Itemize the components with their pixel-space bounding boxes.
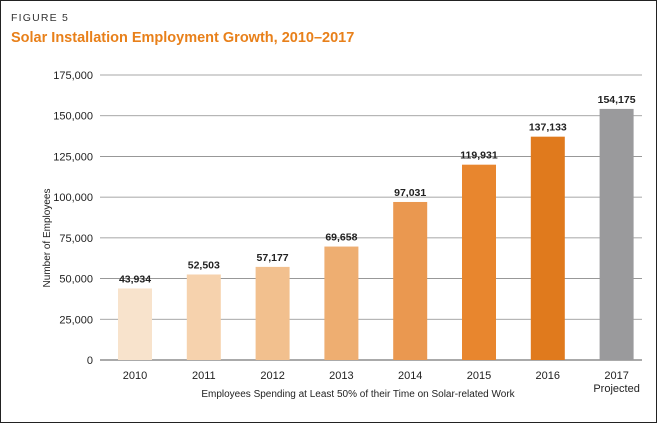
bar-value-label: 97,031 — [394, 187, 426, 199]
x-tick-label: 2016 — [536, 370, 560, 382]
x-tick-sublabel: Projected — [593, 383, 639, 395]
figure-title: Solar Installation Employment Growth, 20… — [11, 30, 355, 46]
x-tick-label: 2017 — [604, 370, 628, 382]
x-tick-label: 2014 — [398, 370, 422, 382]
bar-value-label: 119,931 — [460, 150, 498, 162]
bar — [255, 266, 290, 360]
x-tick-label: 2015 — [467, 370, 491, 382]
y-axis-ticks: 0 25,000 50,000 75,000 100,000 125,000 150,000… — [53, 70, 93, 367]
y-tick-label: 175,000 — [53, 70, 93, 82]
y-tick-label: 100,000 — [53, 192, 93, 204]
bar-value-label: 137,133 — [529, 122, 567, 134]
x-tick-label: 2013 — [329, 370, 353, 382]
y-tick-label: 75,000 — [59, 233, 93, 245]
bar — [393, 201, 428, 360]
bar — [599, 108, 634, 360]
bar — [324, 246, 359, 360]
x-tick-label: 2010 — [123, 370, 147, 382]
y-tick-label: 125,000 — [53, 151, 93, 163]
y-axis-label: Number of Employees — [42, 189, 53, 288]
x-tick-label: 2012 — [260, 370, 284, 382]
x-axis-label: Employees Spending at Least 50% of their… — [201, 389, 515, 400]
bar — [530, 136, 565, 360]
bar — [462, 164, 496, 360]
x-tick-label: 2011 — [192, 370, 216, 382]
y-tick-label: 0 — [87, 355, 93, 367]
bar-value-label: 52,503 — [188, 259, 220, 271]
y-tick-label: 50,000 — [59, 274, 93, 286]
bar — [186, 274, 221, 360]
bar-value-labels: 43,934 52,503 57,177 69,658 97,031 119,931 137… — [119, 94, 636, 286]
bar-value-label: 154,175 — [598, 94, 636, 106]
bar-value-label: 57,177 — [257, 252, 289, 264]
bar-value-label: 43,934 — [119, 273, 151, 285]
y-tick-label: 150,000 — [53, 111, 93, 123]
bars — [118, 108, 634, 360]
bar-value-label: 69,658 — [325, 232, 357, 244]
figure-label: FIGURE 5 — [11, 12, 70, 24]
y-tick-label: 25,000 — [59, 314, 93, 326]
x-axis-ticks: 2010 2011 2012 2013 2014 2015 2016 2017Projecte… — [123, 370, 640, 395]
bar — [118, 288, 152, 360]
